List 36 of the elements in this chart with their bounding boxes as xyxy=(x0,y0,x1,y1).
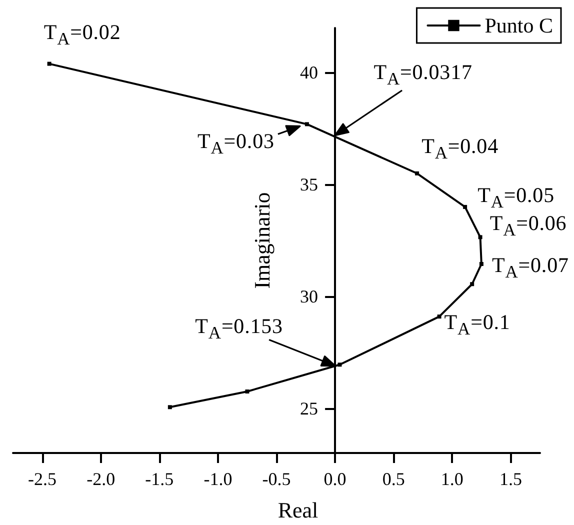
annotation: T$_{A}$=0.05 xyxy=(478,183,554,212)
point xyxy=(463,204,468,209)
legend-label: Punto C xyxy=(484,14,554,38)
x-tick-label: 0.0 xyxy=(324,469,346,489)
y-axis-title: Imaginario xyxy=(250,192,275,289)
y-tick-label: 40 xyxy=(300,62,318,83)
x-tick-label: -2.0 xyxy=(86,469,116,489)
annotation: T$_{A}$=0.153 xyxy=(195,314,283,342)
x-tick-label: -2.5 xyxy=(28,469,57,489)
point xyxy=(415,171,420,176)
point xyxy=(245,389,250,394)
x-tick-label: 1.0 xyxy=(440,469,464,489)
annotation: T$_{A}$=0.02 xyxy=(44,20,121,48)
annotation: T$_{A}$=0.03 xyxy=(198,129,274,158)
y-tick-label: 35 xyxy=(300,174,318,195)
y-tick-label: 30 xyxy=(300,286,318,306)
point xyxy=(168,405,172,410)
annotation: T$_{A}$=0.0317 xyxy=(374,60,472,89)
point xyxy=(479,262,484,266)
annotation: T$_{A}$=0.07 xyxy=(492,253,569,282)
point xyxy=(47,62,52,66)
annotation: T$_{A}$=0.06 xyxy=(490,211,567,240)
x-tick-label: 1.5 xyxy=(499,469,522,489)
point xyxy=(437,314,442,319)
point xyxy=(338,362,342,367)
x-axis-title: Real xyxy=(278,498,318,522)
x-tick-label: -1.5 xyxy=(145,469,174,489)
y-tick-label: 25 xyxy=(300,398,318,418)
x-tick-label: -0.5 xyxy=(262,469,291,489)
x-tick-label: 0.5 xyxy=(382,469,405,489)
point xyxy=(470,282,474,286)
annotation: T$_{A}$=0.1 xyxy=(444,310,510,338)
point xyxy=(478,235,482,240)
point xyxy=(304,122,309,126)
annotation: T$_{A}$=0.04 xyxy=(422,134,498,163)
x-tick-label: -1.0 xyxy=(204,469,232,489)
